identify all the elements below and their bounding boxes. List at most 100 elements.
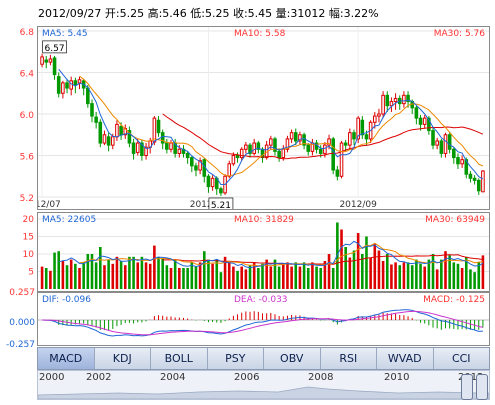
volume-bar [78,268,81,289]
candle [343,142,348,146]
candle [452,148,456,159]
volume-bar [44,268,48,289]
x-tick-label: 2012/07 [38,200,61,209]
candle [377,113,381,117]
volume-chart-panel[interactable]: MA5: 22605 MA10: 31829 MA30: 63949 [37,212,490,292]
volume-bar [65,265,69,289]
volume-bar [373,243,377,289]
volume-bar [211,263,214,289]
tab-macd[interactable]: MACD [38,348,95,369]
candle [73,80,78,86]
volume-bar [119,261,123,289]
volume-bar [444,251,447,289]
volume-bar [53,252,56,289]
candle [115,123,119,138]
volume-bar [198,262,202,289]
timeline-navigator[interactable]: 2000 2002 2004 2006 2008 2010 2012 [37,370,490,400]
candle [65,82,69,89]
x-tick-label: 2012/09 [339,200,377,209]
volume-bar [61,261,65,289]
volume-bar [178,268,181,289]
volume-bar [273,259,277,289]
volume-bar [435,269,439,289]
volume-bar [352,250,356,289]
volume-bar [153,245,156,289]
volume-bar [327,254,331,289]
volume-bar [477,262,481,289]
volume-bar [240,266,243,289]
volume-bar [323,261,327,289]
vol-y-tick-label: 5 [28,268,34,278]
volume-bar [103,265,106,289]
macd-chart-panel[interactable]: DIF: -0.096 DEA: -0.033 MACD: -0.125 [37,292,490,346]
volume-bar [315,266,318,289]
candle [460,159,464,165]
tab-obv[interactable]: OBV [264,348,321,369]
vol-y-tick-label: 20 [23,215,35,225]
price-annotation-box [42,40,67,54]
candle [472,177,477,181]
candle [298,134,302,142]
timeline-left-handle[interactable] [461,374,473,400]
candle [335,169,340,177]
volume-bar [298,266,302,289]
candle [443,134,448,154]
candle [127,130,132,144]
candle [135,142,140,153]
candle [302,134,306,146]
quote-summary: 2012/09/27 开:5.25 高:5.46 低:5.25 收:5.45 量… [38,7,379,20]
macd-y-tick-label: 0.000 [9,318,35,328]
legend-vol-ma10: MA10: 31829 [234,215,294,225]
timeline-right-handle[interactable] [476,374,488,400]
volume-bar [415,259,418,289]
legend-vol-ma5: MA5: 22605 [42,215,96,225]
volume-bar [344,247,347,289]
volume-bar [469,269,472,289]
candle [364,134,369,140]
candle [106,136,111,146]
volume-bar [394,262,397,289]
volume-chart[interactable]: MA5: 22605 MA10: 31829 MA30: 63949 [38,213,489,291]
candle [339,142,344,177]
tab-kdj[interactable]: KDJ [95,348,151,369]
quote-header: 2012/09/27 开:5.25 高:5.46 低:5.25 收:5.45 量… [0,0,495,26]
volume-bar [90,254,94,289]
candle [160,132,165,144]
volume-bar [286,262,289,289]
candle [252,142,256,154]
tab-boll[interactable]: BOLL [151,348,208,369]
candle [210,177,215,188]
tab-psy[interactable]: PSY [208,348,264,369]
candle [293,132,298,142]
volume-bar [207,259,210,289]
candle [40,56,44,65]
volume-bar [99,247,102,289]
volume-bar [94,262,98,289]
volume-bar [194,266,198,289]
tab-rsi[interactable]: RSI [321,348,377,369]
volume-bar [161,258,164,289]
candle [476,179,481,192]
candle [289,132,294,140]
legend-ma5: MA5: 5.45 [42,29,88,39]
volume-bar [282,263,285,289]
macd-chart[interactable]: DIF: -0.096 DEA: -0.033 MACD: -0.125 [38,293,489,345]
volume-bar [82,262,85,289]
volume-bar [302,262,306,289]
volume-bar [423,266,426,289]
volume-bar [331,268,335,289]
candle [277,150,281,159]
candle [393,97,398,103]
volume-bar [236,270,239,289]
vol-y-tick-label: 10 [23,250,35,260]
volume-bar [265,259,268,289]
candle [418,117,423,125]
volume-bar [148,263,152,289]
candle [431,130,435,146]
tab-cci[interactable]: CCI [451,352,471,365]
tab-wvad[interactable]: WVAD [377,348,434,369]
candle [52,57,57,76]
volume-bar [460,268,464,289]
